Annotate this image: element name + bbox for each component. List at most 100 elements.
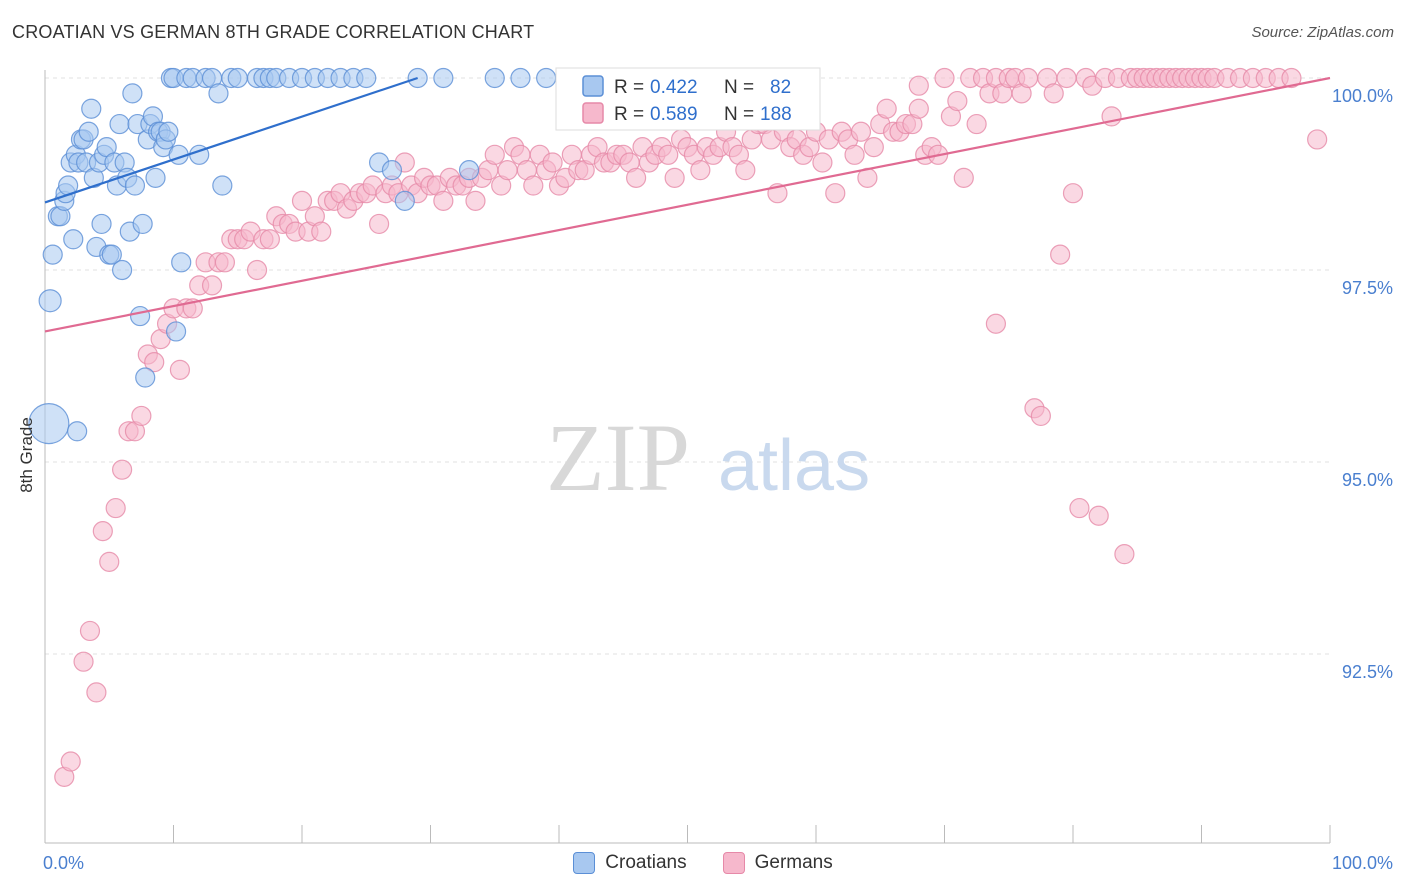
germans-point bbox=[966, 113, 987, 135]
germans-point bbox=[497, 160, 518, 181]
germans-point bbox=[291, 190, 313, 211]
croatians-point bbox=[208, 83, 229, 104]
germans-point bbox=[908, 75, 929, 96]
x-tick-label: 0.0% bbox=[43, 853, 84, 873]
grid-lines bbox=[45, 77, 1330, 655]
x-tick-label: 100.0% bbox=[1332, 853, 1393, 873]
germans-point bbox=[1050, 244, 1071, 265]
bottom-legend-swatch-croatians bbox=[573, 852, 596, 874]
germans-point bbox=[953, 167, 974, 188]
bottom-legend-swatch-germans bbox=[722, 852, 745, 874]
germans-point bbox=[111, 459, 133, 480]
germans-point bbox=[60, 751, 81, 772]
germans-point bbox=[985, 313, 1007, 334]
y-tick-label: 92.5% bbox=[1342, 662, 1393, 682]
germans-point bbox=[664, 167, 685, 188]
croatians-point bbox=[484, 67, 505, 89]
bottom-legend-croatians: Croatians bbox=[573, 852, 687, 874]
croatians-point bbox=[165, 321, 187, 342]
croatians-point bbox=[109, 113, 130, 135]
bottom-legend: Croatians Germans bbox=[0, 852, 1406, 874]
croatians-point bbox=[536, 67, 557, 89]
germans-point bbox=[433, 190, 454, 211]
germans-point bbox=[523, 175, 544, 196]
germans-point bbox=[214, 252, 235, 273]
croatians-point bbox=[122, 83, 143, 104]
germans-trend-line bbox=[44, 76, 1331, 333]
germans-point bbox=[1056, 67, 1077, 89]
croatians-point bbox=[458, 160, 480, 181]
germans-point bbox=[1017, 67, 1039, 89]
croatians-point bbox=[394, 190, 415, 211]
croatians-point bbox=[28, 403, 70, 445]
tick-labels: 92.5% 95.0% 97.5% 100.0% 0.0% 100.0% bbox=[43, 86, 1393, 873]
bottom-legend-germans: Germans bbox=[722, 852, 833, 874]
germans-point bbox=[863, 137, 884, 158]
germans-point bbox=[79, 620, 101, 642]
germans-point bbox=[465, 190, 486, 211]
legend-r-label-croatians: R = bbox=[614, 77, 644, 98]
germans-point bbox=[105, 497, 126, 519]
legend-r-value-croatians: 0.422 bbox=[650, 77, 698, 98]
germans-point bbox=[246, 259, 268, 281]
watermark-zip: ZIP bbox=[546, 404, 690, 511]
croatians-trend-line bbox=[44, 76, 418, 204]
legend-swatch-germans bbox=[582, 102, 604, 124]
germans-point bbox=[812, 152, 833, 173]
germans-point bbox=[1281, 67, 1302, 89]
germans-point bbox=[92, 521, 113, 542]
germans-point bbox=[947, 90, 968, 112]
croatians-point bbox=[356, 67, 377, 89]
source-label: Source: ZipAtlas.com bbox=[1251, 24, 1394, 41]
croatians-point bbox=[78, 121, 99, 142]
germans-point bbox=[259, 229, 280, 250]
germans-point bbox=[735, 160, 756, 181]
trend-lines bbox=[44, 76, 1331, 333]
croatians-point bbox=[132, 213, 153, 235]
germans-point bbox=[1069, 497, 1090, 519]
germans-point bbox=[311, 221, 332, 242]
legend-swatch-croatians bbox=[582, 75, 604, 97]
croatians-point bbox=[81, 98, 102, 119]
chart-title: CROATIAN VS GERMAN 8TH GRADE CORRELATION… bbox=[12, 22, 535, 42]
axes bbox=[44, 70, 1331, 844]
croatians-point bbox=[38, 289, 62, 313]
legend-r-label-germans: R = bbox=[614, 104, 644, 125]
germans-point bbox=[131, 405, 152, 427]
croatians-point bbox=[42, 244, 63, 265]
germans-point bbox=[86, 682, 107, 703]
croatians-point bbox=[129, 305, 151, 327]
croatians-point bbox=[124, 175, 146, 196]
croatians-point bbox=[158, 121, 179, 142]
y-axis-label: 8th Grade bbox=[17, 417, 36, 493]
legend-n-value-germans: 188 bbox=[760, 104, 792, 125]
germans-point bbox=[1307, 129, 1328, 150]
bottom-legend-label-germans: Germans bbox=[754, 852, 833, 873]
watermark: ZIP atlas bbox=[546, 404, 870, 511]
germans-point bbox=[144, 352, 165, 373]
croatians-point bbox=[145, 167, 166, 188]
watermark-atlas: atlas bbox=[718, 426, 870, 506]
germans-point bbox=[1043, 83, 1064, 104]
legend: R = 0.422 N = 82 R = 0.589 N = 188 bbox=[555, 67, 821, 131]
germans-point bbox=[1030, 405, 1051, 427]
germans-point bbox=[690, 160, 711, 181]
germans-point bbox=[844, 144, 865, 165]
bottom-legend-label-croatians: Croatians bbox=[605, 852, 687, 873]
germans-point bbox=[908, 98, 929, 119]
croatians-points bbox=[28, 67, 557, 445]
germans-point bbox=[1088, 505, 1109, 526]
legend-n-label-croatians: N = bbox=[724, 77, 754, 98]
croatians-point bbox=[212, 175, 233, 196]
croatians-point bbox=[101, 244, 122, 265]
croatians-point bbox=[91, 213, 112, 235]
germans-point bbox=[625, 167, 647, 188]
croatians-point bbox=[433, 67, 454, 89]
y-tick-label: 100.0% bbox=[1332, 86, 1393, 106]
germans-point bbox=[484, 144, 505, 165]
croatians-point bbox=[227, 67, 248, 89]
legend-n-value-croatians: 82 bbox=[770, 77, 791, 98]
croatians-point bbox=[63, 229, 84, 250]
germans-point bbox=[658, 144, 679, 165]
